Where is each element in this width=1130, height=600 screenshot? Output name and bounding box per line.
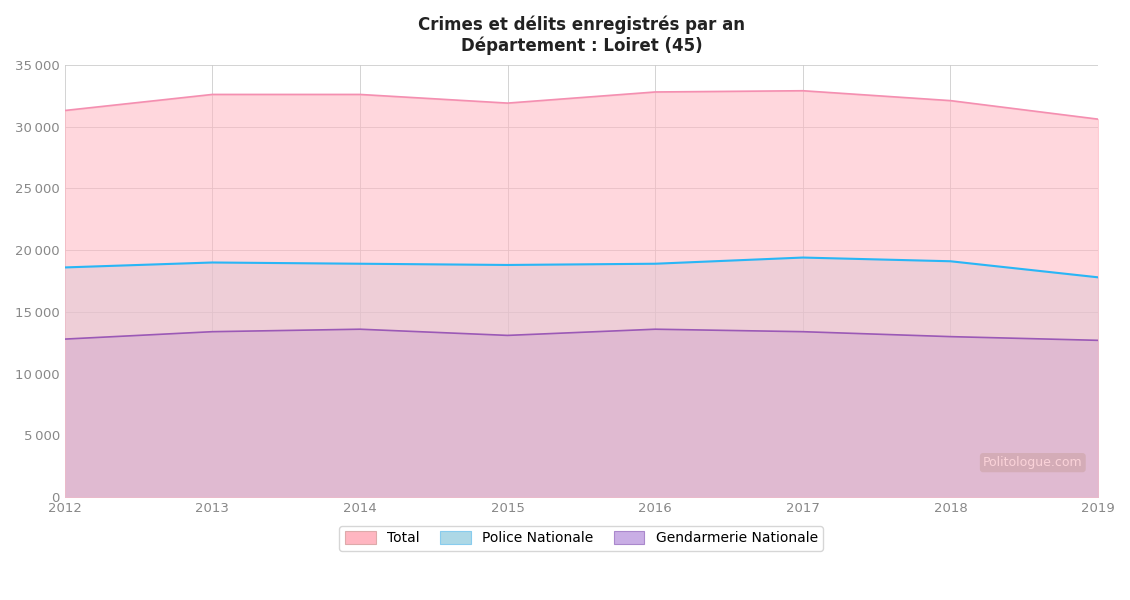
Title: Crimes et délits enregistrés par an
Département : Loiret (45): Crimes et délits enregistrés par an Dépa… [418,15,745,55]
Legend: Total, Police Nationale, Gendarmerie Nationale: Total, Police Nationale, Gendarmerie Nat… [339,526,824,551]
Text: Politologue.com: Politologue.com [983,456,1083,469]
